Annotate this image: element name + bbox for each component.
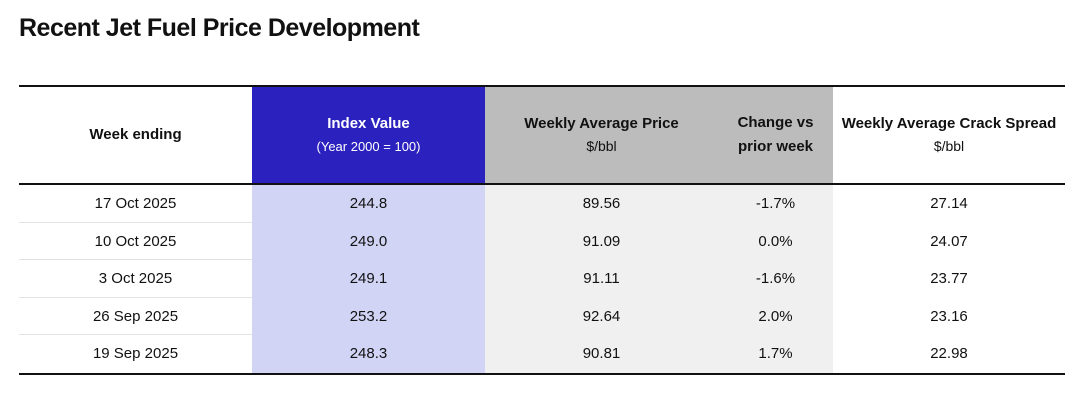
cell-change-vs-prior-week: 0.0% — [718, 222, 833, 260]
cell-index-value: 249.1 — [252, 260, 485, 298]
cell-index-value: 244.8 — [252, 185, 485, 223]
column-header-sublabel: $/bbl — [586, 138, 617, 155]
column-header-weekly-average-price: Weekly Average Price $/bbl — [485, 87, 718, 183]
cell-weekly-average-price: 91.11 — [485, 260, 718, 298]
column-header-change-vs-prior-week: Change vs prior week — [718, 87, 833, 183]
cell-change-vs-prior-week: -1.7% — [718, 185, 833, 223]
table-row: 10 Oct 2025 249.0 91.09 0.0% 24.07 — [19, 222, 1065, 261]
cell-week-ending: 19 Sep 2025 — [92, 345, 179, 363]
column-header-sublabel: prior week — [737, 137, 814, 155]
cell-week-ending: 17 Oct 2025 — [19, 185, 252, 223]
cell-crack-spread: 27.14 — [930, 195, 968, 213]
table-row: 3 Oct 2025 249.1 91.11 -1.6% 23.77 — [19, 260, 1065, 298]
cell-change-vs-prior-week: 1.7% — [718, 335, 833, 373]
cell-weekly-average-price: 89.56 — [485, 185, 718, 223]
column-header-label: Weekly Average Price — [524, 114, 679, 132]
column-header-label: Index Value — [327, 115, 410, 133]
cell-crack-spread: 24.07 — [930, 232, 968, 250]
cell-crack-spread: 23.16 — [930, 307, 968, 325]
cell-index-value: 249.0 — [252, 222, 485, 260]
cell-change-vs-prior-week: -1.6% — [718, 260, 833, 298]
column-header-index-value: Index Value (Year 2000 = 100) — [252, 87, 485, 183]
jet-fuel-price-table: Week ending Index Value (Year 2000 = 100… — [19, 85, 1065, 375]
cell-crack-spread: 23.77 — [930, 270, 968, 288]
cell-weekly-average-price: 90.81 — [485, 335, 718, 373]
column-header-sublabel: $/bbl — [933, 138, 965, 155]
table-row: 26 Sep 2025 253.2 92.64 2.0% 23.16 — [19, 297, 1065, 336]
column-header-crack-spread: Weekly Average Crack Spread $/bbl — [833, 87, 1065, 183]
cell-change-vs-prior-week: 2.0% — [718, 297, 833, 335]
cell-week-ending: 26 Sep 2025 — [19, 298, 252, 336]
cell-crack-spread: 22.98 — [930, 345, 968, 363]
table-body: 17 Oct 2025 244.8 89.56 -1.7% 27.14 10 O… — [19, 185, 1065, 373]
cell-weekly-average-price: 91.09 — [485, 222, 718, 260]
column-header-week-ending: Week ending — [19, 87, 252, 183]
cell-week-ending: 10 Oct 2025 — [19, 223, 252, 261]
cell-index-value: 253.2 — [252, 297, 485, 335]
cell-week-ending: 3 Oct 2025 — [19, 260, 252, 298]
column-header-label: Week ending — [89, 125, 182, 143]
cell-index-value: 248.3 — [252, 335, 485, 373]
table-row: 19 Sep 2025 248.3 90.81 1.7% 22.98 — [19, 335, 1065, 373]
page-title: Recent Jet Fuel Price Development — [19, 14, 420, 42]
table-header-row: Week ending Index Value (Year 2000 = 100… — [19, 87, 1065, 185]
column-header-label: Weekly Average Crack Spread — [841, 114, 1057, 132]
cell-weekly-average-price: 92.64 — [485, 297, 718, 335]
table-row: 17 Oct 2025 244.8 89.56 -1.7% 27.14 — [19, 185, 1065, 223]
column-header-label: Change vs — [737, 114, 814, 131]
column-header-sublabel: (Year 2000 = 100) — [316, 138, 421, 154]
